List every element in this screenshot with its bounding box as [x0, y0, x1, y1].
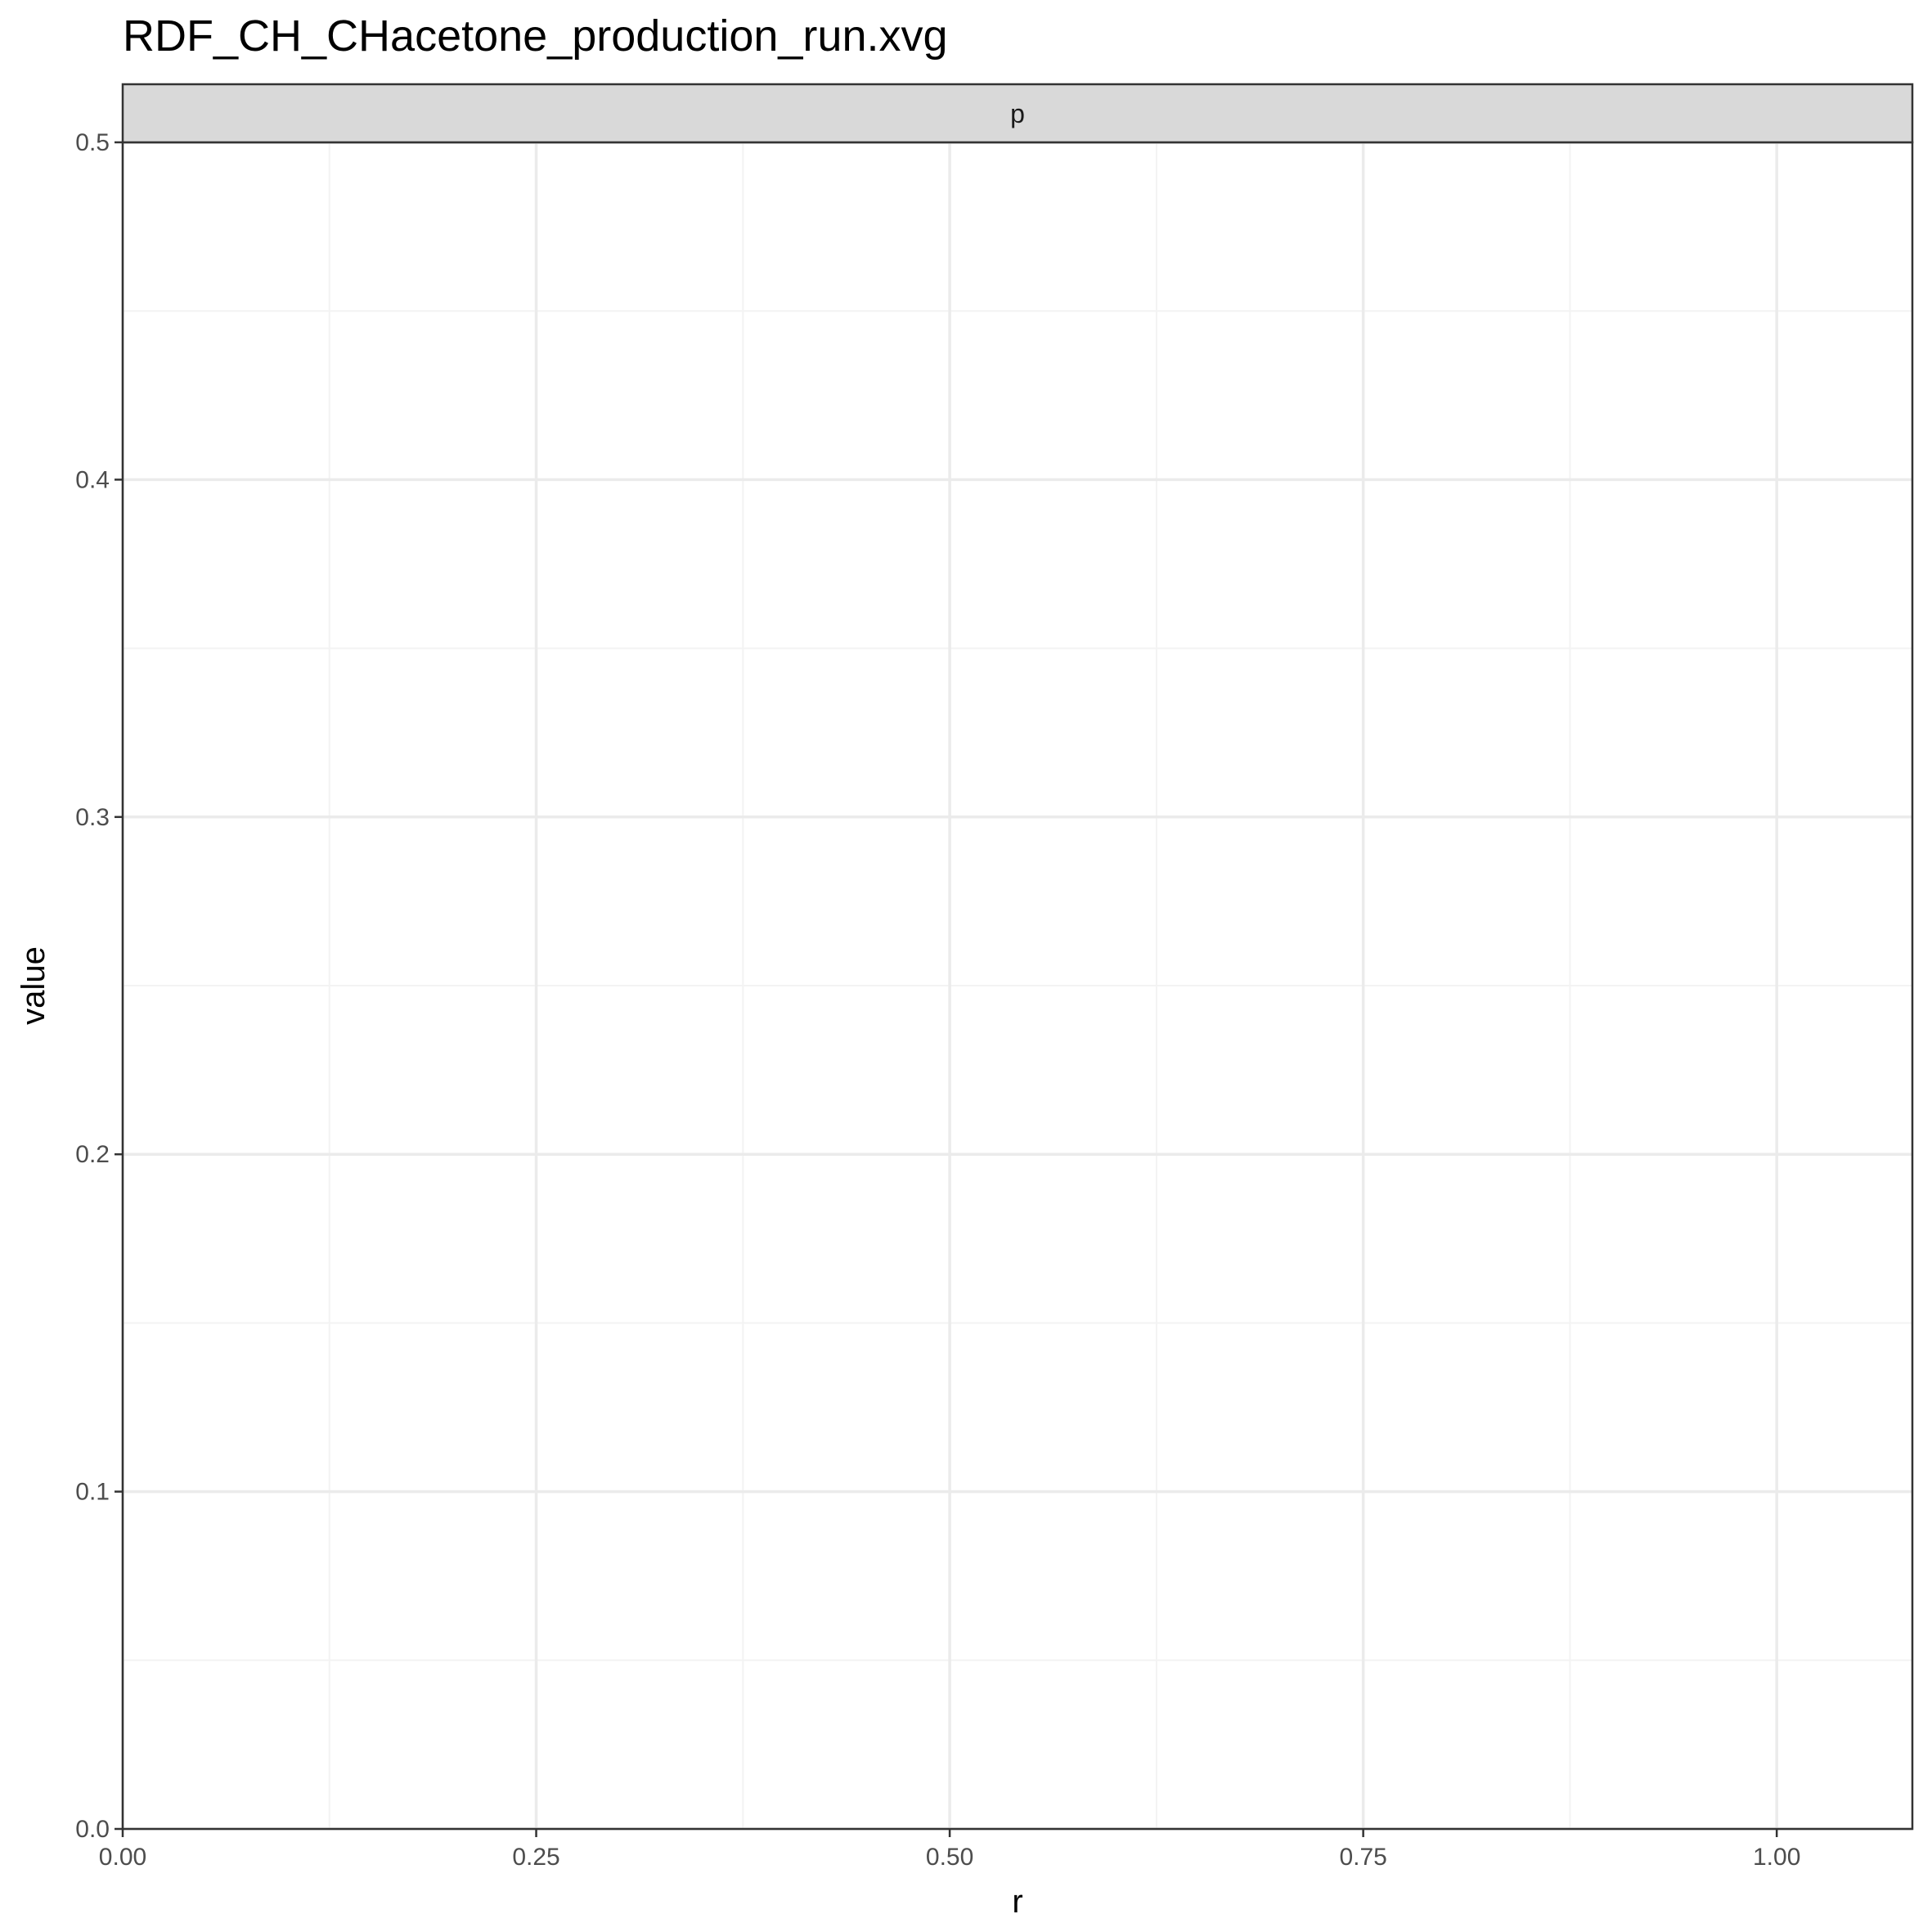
y-axis: 0.0 0.1 0.2 0.3 0.4 0.5 — [75, 129, 123, 1843]
y-tick-label: 0.0 — [75, 1816, 110, 1843]
x-tick-label: 0.25 — [512, 1844, 559, 1871]
y-tick-label: 0.4 — [75, 466, 110, 493]
x-tick-label: 0.75 — [1339, 1844, 1386, 1871]
chart-title: RDF_CH_CHacetone_production_run.xvg — [123, 11, 948, 61]
x-tick-label: 1.00 — [1753, 1844, 1800, 1871]
y-tick-label: 0.3 — [75, 804, 110, 831]
y-tick-label: 0.5 — [75, 129, 110, 156]
major-grid — [121, 141, 1912, 1831]
facet-strip — [121, 83, 1914, 144]
y-tick-label: 0.2 — [75, 1141, 110, 1168]
x-tick-label: 0.50 — [926, 1844, 973, 1871]
x-axis-title: r — [1012, 1884, 1022, 1920]
y-tick-label: 0.1 — [75, 1479, 110, 1506]
facet-label: p — [1010, 99, 1025, 128]
x-tick-label: 0.00 — [99, 1844, 146, 1871]
minor-grid — [123, 142, 1912, 1829]
y-axis-title: value — [16, 946, 52, 1025]
x-axis: 0.00 0.25 0.50 0.75 1.00 — [99, 1829, 1800, 1871]
